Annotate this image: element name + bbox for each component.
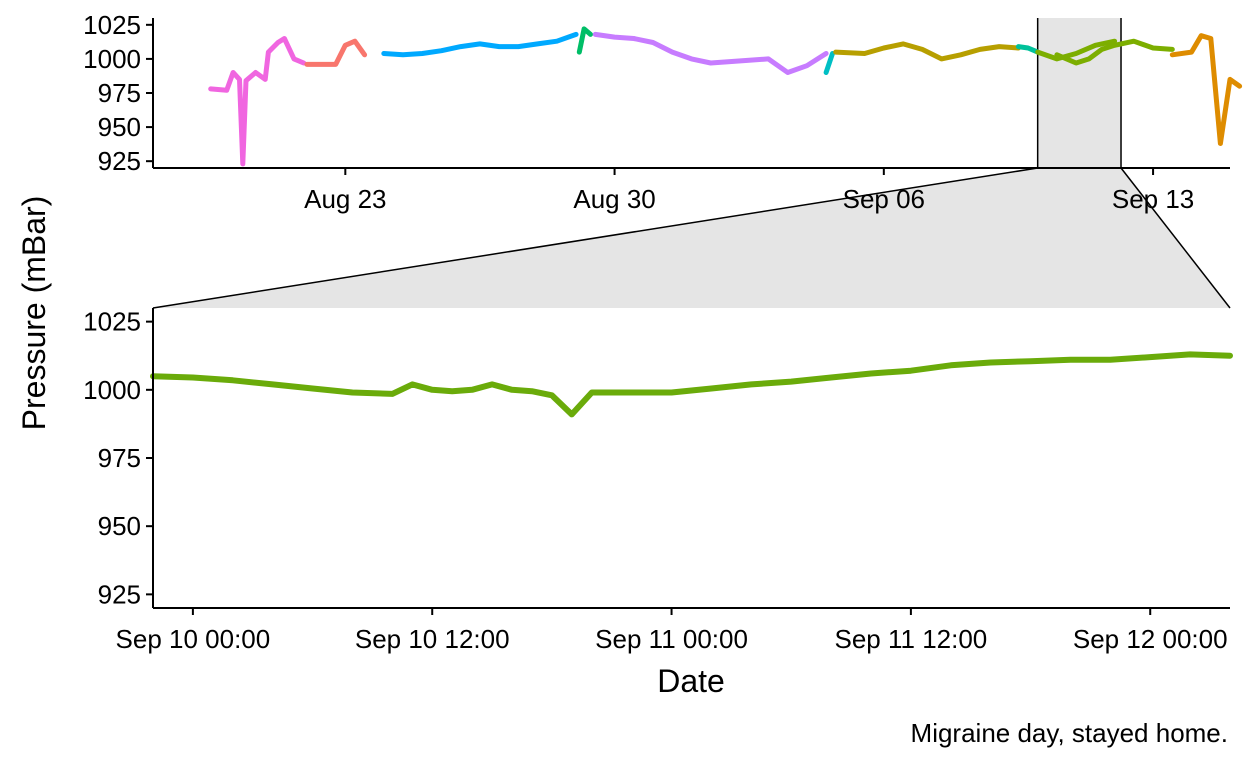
overview-series-line-8 [1035,38,1118,62]
x-axis-title: Date [657,663,725,699]
overview-series-line-5 [823,51,835,75]
overview-x-tick-label: Aug 23 [304,184,386,214]
zoom-y-tick-label: 1000 [83,375,141,405]
zoom-connector-area [153,168,1230,308]
zoom-connector-right [1120,167,1231,309]
overview-y-tick-label: 925 [98,146,141,176]
overview-series-line-9 [1054,38,1175,66]
overview-series-line-3 [576,26,593,55]
overview-x-tick-label: Sep 06 [843,184,925,214]
overview-series-line-6 [833,41,1021,62]
y-axis-title: Pressure (mBar) [16,196,52,431]
overview-series-line-7 [1015,44,1041,55]
overview-x-tick-label: Aug 30 [573,184,655,214]
overview-series-line-4 [592,31,829,75]
zoom-axes [152,308,1230,609]
zoom-series-line-0 [150,351,1233,418]
overview-series-line-2 [381,31,579,58]
overview-series-line-10 [1169,33,1243,146]
overview-y-tick-label: 975 [98,78,141,108]
zoom-x-tick-label: Sep 11 00:00 [595,624,748,654]
overview-series-line-1 [304,38,368,67]
zoom-window-layer [152,18,1231,309]
zoom-x-tick-label: Sep 12 00:00 [1073,624,1228,654]
overview-series-line-0 [208,36,307,167]
caption-text: Migraine day, stayed home. [911,718,1228,748]
zoom-y-tick-label: 1025 [83,307,141,337]
zoom-series-layer [150,351,1233,418]
zoom-x-tick-label: Sep 10 12:00 [355,624,510,654]
overview-series-layer [208,26,1243,167]
zoom-x-tick-label: Sep 10 00:00 [116,624,271,654]
overview-y-tick-label: 1000 [83,44,141,74]
tick-layer: 925 950 975 1000 1025 Aug 23 Aug 30 Sep 06 Sep 1… [83,10,1227,654]
zoom-x-tick-label: Sep 11 12:00 [835,624,988,654]
zoom-y-tick-label: 925 [98,579,141,609]
overview-y-tick-label: 950 [98,112,141,142]
zoom-connector-left [152,167,1038,309]
overview-y-tick-label: 1025 [83,10,141,40]
zoom-y-tick-label: 975 [98,443,141,473]
zoom-y-tick-label: 950 [98,511,141,541]
overview-x-tick-label: Sep 13 [1112,184,1194,214]
